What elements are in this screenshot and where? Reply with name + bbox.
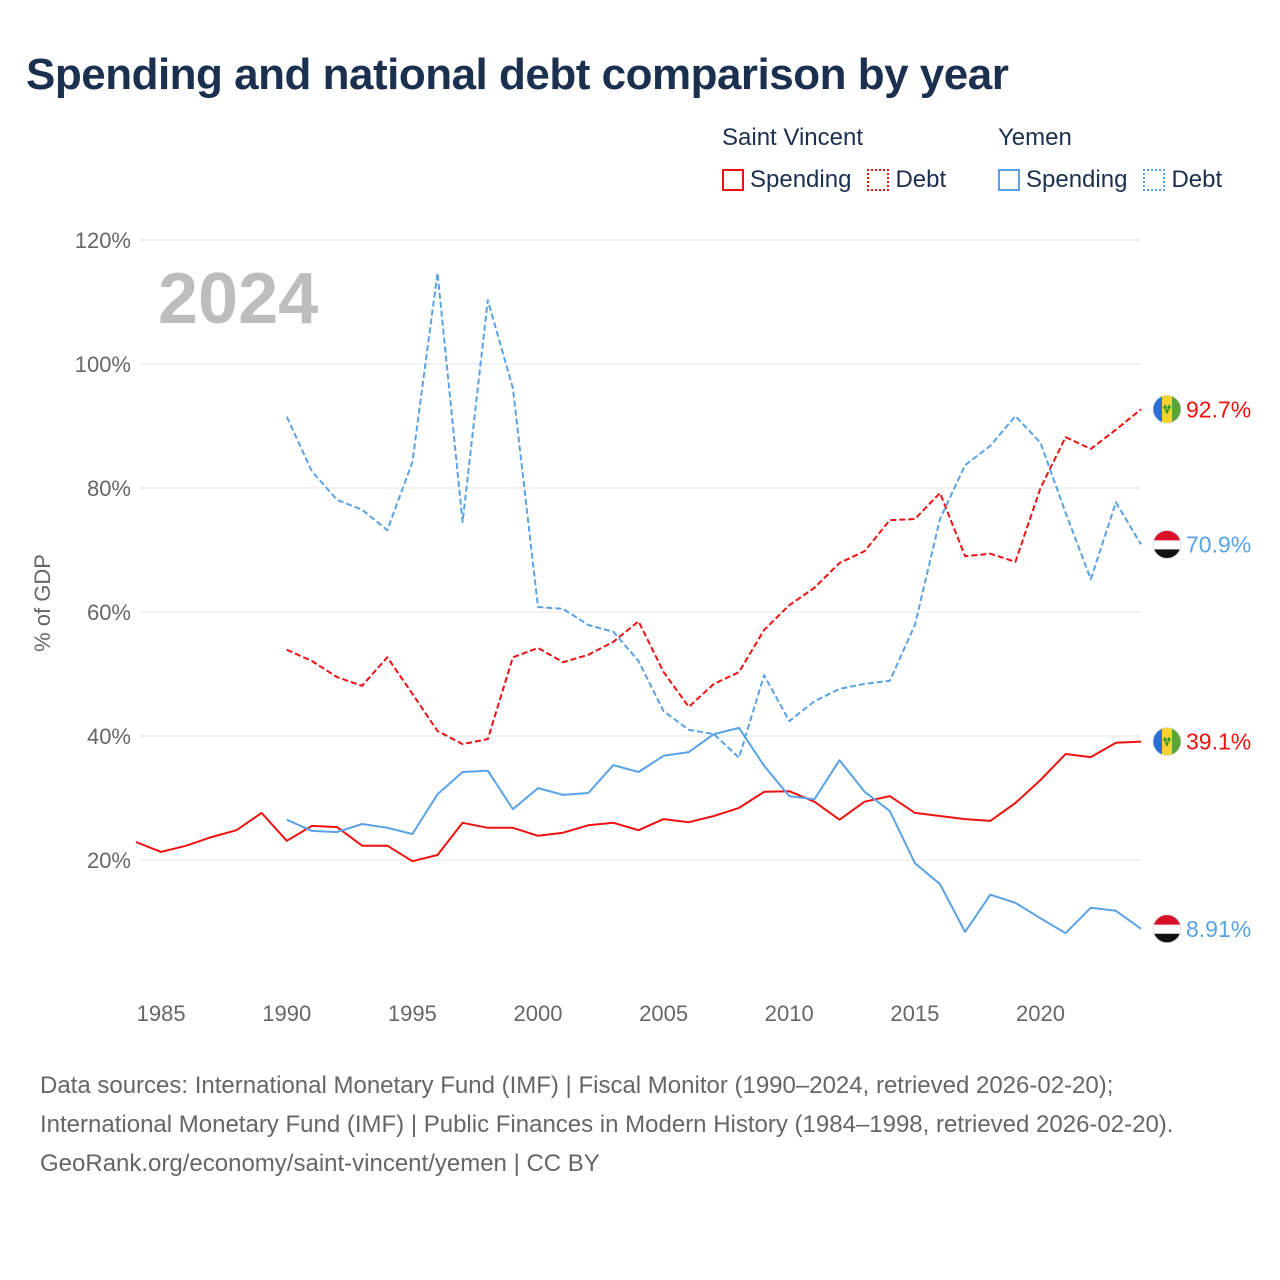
end-value-label: 39.1% (1186, 729, 1251, 755)
yemen-flag-icon (1152, 914, 1182, 944)
legend-item-sv-spending[interactable]: Spending (722, 166, 851, 194)
saint-vincent-flag-icon (1152, 394, 1182, 424)
flag-fill (1153, 395, 1181, 424)
y-tick-label: 40% (87, 724, 131, 749)
x-tick-label: 2015 (890, 1001, 939, 1026)
x-tick-label: 2000 (514, 1001, 563, 1026)
flag-outline (1152, 914, 1182, 944)
y-tick-label: 60% (87, 600, 131, 625)
dotted-swatch-icon (1143, 169, 1166, 191)
saint-vincent-spending-line (135, 740, 1142, 863)
solid-swatch-icon (998, 169, 1020, 191)
x-tick-label: 2020 (1016, 1001, 1065, 1026)
year-watermark: 2024 (158, 259, 318, 339)
x-tick-label: 2005 (639, 1001, 688, 1026)
flag-stripe (1153, 924, 1181, 934)
y-tick-label: 100% (75, 352, 131, 377)
flag-fill (1153, 914, 1181, 943)
x-tick-label: 1995 (388, 1001, 437, 1026)
flag-stripe (1172, 727, 1181, 756)
yemen-spending-line (286, 726, 1142, 935)
flag-stripe (1153, 933, 1181, 943)
flag-fill (1153, 530, 1181, 559)
flag-stripe (1153, 530, 1181, 541)
flag-diamonds (1163, 404, 1171, 415)
legend-label: Spending (1026, 166, 1128, 193)
legend-item-sv-debt[interactable]: Debt (867, 166, 946, 194)
legend-label: Debt (895, 166, 947, 193)
line-chart: 20% 40% 60% 80% 100% 120% 1985 1990 1995 2000 2005… (30, 228, 1251, 1026)
y-axis-label: % of GDP (30, 554, 55, 652)
saint-vincent-flag-icon (1152, 727, 1182, 756)
y-tick-label: 20% (87, 848, 131, 873)
end-value-label: 8.91% (1186, 916, 1251, 942)
yemen-flag-icon (1152, 530, 1182, 559)
flag-stripe (1153, 395, 1162, 424)
flag-outline (1152, 394, 1182, 424)
dotted-swatch-icon (867, 169, 890, 191)
legend-label: Debt (1171, 166, 1223, 193)
legend-group-yemen: Yemen Spending Debt (998, 124, 1238, 198)
legend-label: Spending (750, 166, 852, 193)
legend-group-title: Yemen (998, 124, 1072, 151)
legend-group-saint-vincent: Saint Vincent Spending Debt (722, 124, 962, 198)
legend-item-ye-debt[interactable]: Debt (1143, 166, 1222, 194)
x-tick-label: 1990 (262, 1001, 311, 1026)
flag-stripe (1153, 727, 1162, 756)
x-tick-label: 1985 (137, 1001, 186, 1026)
y-tick-label: 120% (75, 228, 131, 253)
flag-stripe (1153, 540, 1181, 550)
x-tick-label: 2010 (765, 1001, 814, 1026)
flag-fill (1153, 727, 1181, 756)
legend-group-title: Saint Vincent (722, 124, 863, 151)
legend-item-ye-spending[interactable]: Spending (998, 166, 1127, 194)
flag-stripe (1172, 395, 1181, 424)
y-tick-label: 80% (87, 476, 131, 501)
saint-vincent-debt-line (286, 408, 1142, 746)
end-value-label: 70.9% (1186, 531, 1251, 557)
flag-stripe (1153, 914, 1181, 925)
flag-diamonds (1163, 736, 1171, 747)
data-sources: Data sources: International Monetary Fun… (40, 1072, 1174, 1138)
solid-swatch-icon (722, 169, 744, 191)
flag-outline (1152, 530, 1182, 559)
chart-title: Spending and national debt comparison by… (26, 50, 1009, 99)
footer: Data sources: International Monetary Fun… (40, 1066, 1240, 1183)
flag-outline (1152, 727, 1182, 756)
end-value-label: 92.7% (1186, 396, 1251, 422)
attribution: GeoRank.org/economy/saint-vincent/yemen … (40, 1150, 600, 1177)
flag-stripe (1153, 549, 1181, 559)
